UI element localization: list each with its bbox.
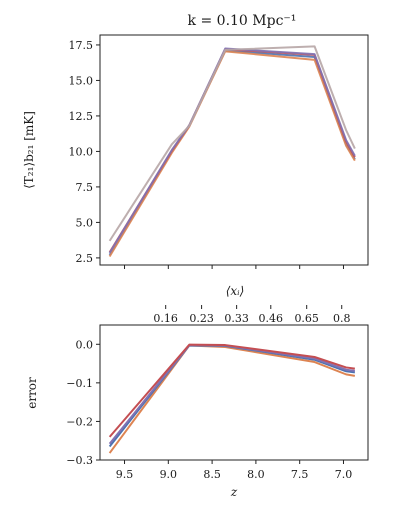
top-y-tick-label: 15.0 [69,74,94,87]
bottom-y-ticks: 0.0 −0.1 −0.2 −0.3 [66,338,100,467]
bottom-plot-frame [99,324,369,461]
bottom-y-tick-label: −0.1 [66,377,93,390]
top-series-line-0 [108,49,356,256]
top-y-tick-label: 12.5 [69,110,94,123]
bottom-x-label: z [230,485,238,499]
xi-tick-label: 0.16 [153,312,178,325]
bottom-y-tick-label: 0.0 [76,338,94,351]
top-x-ticks [124,265,344,269]
bottom-y-tick-label: −0.2 [66,415,93,428]
top-series-line-3 [108,47,356,254]
top-y-label: ⟨T₂₁⟩b₂₁ [mK] [22,111,36,189]
top-plot-frame [99,34,369,266]
bottom-x-tick-label: 7.0 [335,468,353,481]
top-series-line-1 [108,50,356,257]
bottom-x-tick-label: 7.5 [291,468,309,481]
bottom-x-tick-label: 9.5 [116,468,134,481]
top-y-tick-label: 2.5 [76,252,94,265]
top-panel: k = 0.10 Mpc⁻¹ 2.5 5.0 7.5 10.0 12.5 15.0 17.5… [22,13,369,269]
top-series-line-2 [108,48,356,253]
xi-tick-label: 0.46 [259,312,284,325]
top-y-tick-label: 7.5 [76,181,94,194]
bottom-x-ticks: 9.5 9.0 8.5 8.0 7.5 7.0 [116,460,352,481]
bottom-panel: 0.0 −0.1 −0.2 −0.3 9.5 9.0 8.5 8.0 7.5 7.0 error… [25,324,369,499]
bottom-y-label: error [25,377,39,409]
xi-axis: ⟨xᵢ⟩ 0.16 0.23 0.33 0.46 0.65 0.8 [153,284,350,325]
top-y-tick-label: 10.0 [69,145,94,158]
top-series [108,45,356,257]
top-y-tick-label: 5.0 [76,216,94,229]
bottom-series [108,343,356,454]
top-series-line-4 [108,45,356,242]
bottom-x-tick-label: 8.0 [247,468,265,481]
top-y-ticks: 2.5 5.0 7.5 10.0 12.5 15.0 17.5 [69,39,100,265]
xi-axis-ticks: 0.16 0.23 0.33 0.46 0.65 0.8 [153,305,350,325]
top-title: k = 0.10 Mpc⁻¹ [188,13,297,29]
xi-tick-label: 0.33 [224,312,249,325]
bottom-x-tick-label: 9.0 [160,468,178,481]
xi-tick-label: 0.65 [294,312,319,325]
xi-tick-label: 0.8 [333,312,351,325]
xi-tick-label: 0.23 [189,312,214,325]
bottom-y-tick-label: −0.3 [66,454,93,467]
bottom-series-line-3 [108,343,355,438]
xi-axis-label: ⟨xᵢ⟩ [226,284,245,298]
bottom-x-tick-label: 8.5 [203,468,221,481]
top-y-tick-label: 17.5 [69,39,94,52]
